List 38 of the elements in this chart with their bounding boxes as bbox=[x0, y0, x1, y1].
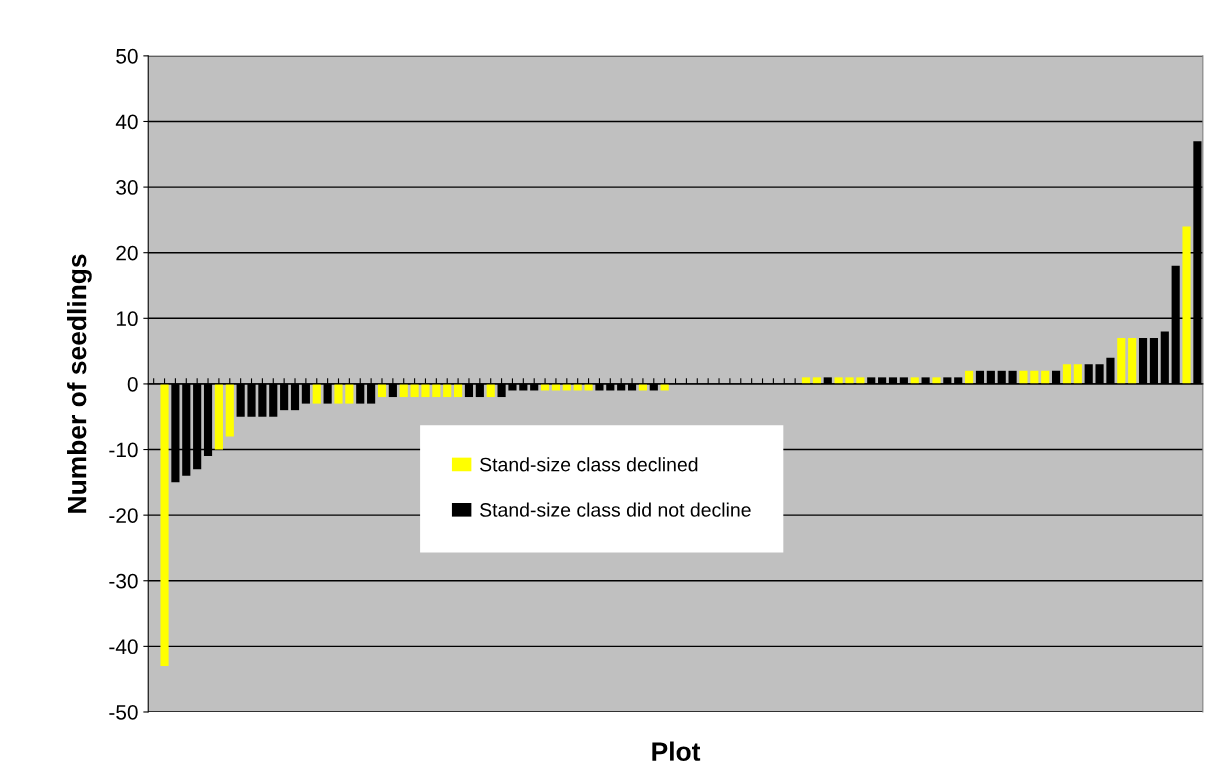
bar bbox=[965, 370, 974, 384]
bar bbox=[421, 383, 430, 398]
bar bbox=[1128, 338, 1137, 384]
bar bbox=[1073, 364, 1082, 384]
y-tick-label: 30 bbox=[116, 180, 138, 195]
y-tick-label: 10 bbox=[116, 311, 138, 327]
bar bbox=[443, 383, 452, 398]
bar bbox=[1117, 338, 1126, 384]
y-tick-label: -50 bbox=[109, 704, 138, 720]
bar bbox=[1041, 370, 1050, 384]
bar bbox=[214, 383, 223, 450]
y-tick-label: 0 bbox=[127, 376, 138, 392]
bar bbox=[454, 383, 463, 398]
bar bbox=[312, 383, 321, 404]
y-tick-label: 50 bbox=[116, 48, 138, 64]
x-axis-title: Plot bbox=[652, 741, 701, 761]
bar bbox=[334, 383, 343, 404]
bar bbox=[486, 383, 495, 398]
y-axis-title: Number of seedlings bbox=[67, 254, 92, 513]
bar bbox=[410, 383, 419, 398]
bar bbox=[1019, 370, 1028, 384]
bar bbox=[225, 383, 234, 437]
bar bbox=[377, 383, 387, 398]
bar bbox=[1182, 226, 1191, 384]
y-tick-label: 40 bbox=[115, 114, 138, 130]
bar bbox=[160, 383, 169, 667]
y-tick-label: -20 bbox=[109, 508, 138, 523]
y-tick-label: -10 bbox=[109, 442, 138, 458]
bar bbox=[432, 383, 441, 398]
bar bbox=[399, 383, 408, 398]
y-tick-label: -30 bbox=[109, 573, 138, 589]
bar bbox=[1030, 370, 1039, 384]
y-tick-label: -40 bbox=[109, 639, 138, 655]
legend-label: Stand-size class declined bbox=[480, 457, 698, 472]
legend-label: Stand-size class did not decline bbox=[480, 502, 751, 517]
y-tick-label: 20 bbox=[116, 245, 138, 261]
bar bbox=[345, 383, 354, 404]
bar bbox=[1062, 364, 1072, 384]
